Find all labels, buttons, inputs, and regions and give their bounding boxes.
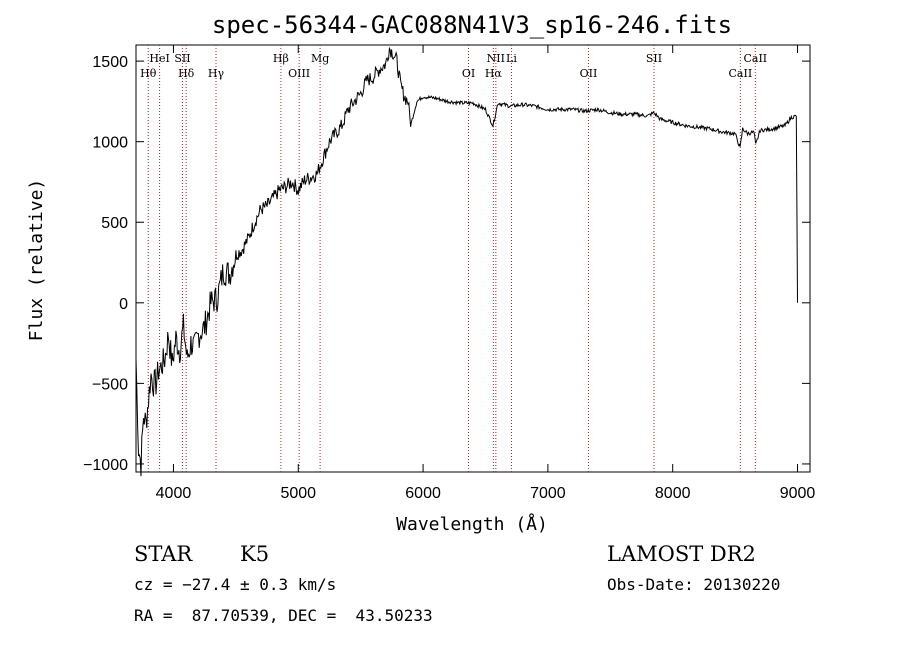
spectral-line-label: Li bbox=[506, 52, 517, 65]
coordinates: RA = 87.70539, DEC = 43.50233 bbox=[134, 606, 433, 625]
spectrum-line bbox=[135, 46, 798, 477]
spectral-line-label: Mg bbox=[311, 52, 329, 65]
x-tick-label: 6000 bbox=[405, 485, 441, 502]
spectral-line-label: SII bbox=[646, 52, 662, 65]
spectral-line-label: SII bbox=[174, 52, 190, 65]
y-tick-label: 500 bbox=[101, 215, 128, 232]
redshift-value: cz = −27.4 ± 0.3 km/s bbox=[134, 575, 337, 594]
spectral-line-label: Hγ bbox=[208, 67, 225, 80]
spectral-line-label: OI bbox=[462, 67, 475, 80]
spectral-line-label: OIII bbox=[288, 67, 310, 80]
spectral-line-label: Hα bbox=[485, 67, 503, 80]
spectral-line-label: Hδ bbox=[178, 67, 195, 80]
x-tick-label: 4000 bbox=[156, 485, 192, 502]
spectral-line-label: HeI bbox=[149, 52, 169, 65]
survey-name: LAMOST DR2 bbox=[607, 542, 756, 566]
y-tick-label: −500 bbox=[92, 376, 128, 393]
spectral-line-label: Hβ bbox=[273, 52, 289, 65]
spectral-line-label: CaII bbox=[743, 52, 767, 65]
object-subclass: K5 bbox=[240, 542, 270, 566]
x-tick-label: 7000 bbox=[530, 485, 566, 502]
y-tick-label: −1000 bbox=[83, 457, 128, 474]
obs-date: Obs-Date: 20130220 bbox=[607, 575, 781, 594]
y-axis-label: Flux (relative) bbox=[26, 179, 47, 342]
y-tick-label: 0 bbox=[119, 296, 128, 313]
x-tick-label: 9000 bbox=[780, 485, 816, 502]
spectral-line-label: CaII bbox=[729, 67, 753, 80]
object-class: STAR bbox=[134, 542, 193, 566]
x-axis-label: Wavelength (Å) bbox=[396, 513, 548, 535]
plot-frame bbox=[135, 44, 811, 473]
spectral-line-label: OII bbox=[580, 67, 598, 80]
y-tick-label: 1000 bbox=[92, 135, 128, 152]
x-tick-label: 8000 bbox=[655, 485, 691, 502]
spectral-line-label: Hθ bbox=[140, 67, 157, 80]
chart-title: spec-56344-GAC088N41V3_sp16-246.fits bbox=[212, 11, 732, 39]
x-tick-label: 5000 bbox=[280, 485, 316, 502]
spectral-line-label: NII bbox=[487, 52, 505, 65]
y-tick-label: 1500 bbox=[92, 54, 128, 71]
